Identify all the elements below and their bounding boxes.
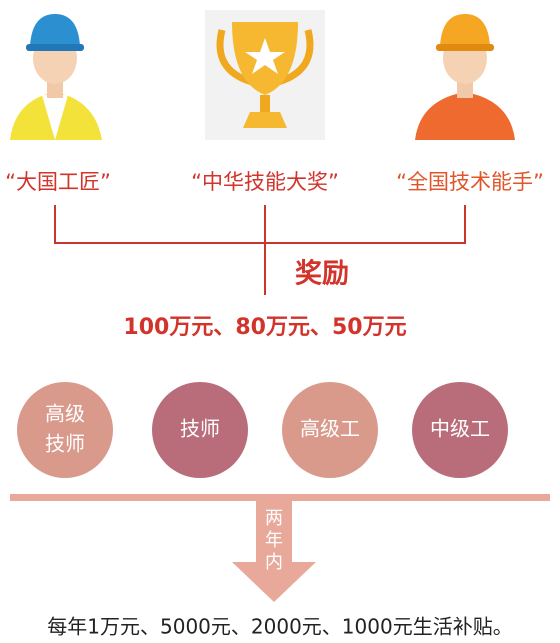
level-label: 中级工	[430, 417, 490, 441]
divider	[10, 494, 550, 501]
arrow-char: 年	[265, 530, 283, 551]
reward-title: 奖励	[295, 258, 349, 290]
worker-icon	[415, 14, 515, 140]
level-labels: 高级 技师 技师 高级工 中级工	[45, 402, 490, 456]
subsidy-text: 每年1万元、5000元、2000元、1000元生活补贴。	[47, 615, 512, 639]
bracket	[54, 205, 466, 295]
arrow-char: 两	[265, 508, 283, 529]
level-label: 高级	[45, 402, 85, 426]
down-arrow	[232, 501, 316, 602]
award-label: “全国技术能手”	[396, 170, 544, 194]
arrow-char: 内	[265, 552, 283, 573]
award-label: “大国工匠”	[5, 170, 111, 194]
level-circle	[152, 382, 248, 478]
level-label: 高级工	[300, 417, 360, 441]
arrow-text: 两 年 内	[265, 508, 283, 573]
reward-amounts: 100万元、80万元、50万元	[123, 315, 406, 340]
worker-icon	[10, 14, 102, 140]
trophy-icon	[205, 10, 325, 140]
level-circle	[412, 382, 508, 478]
level-label: 技师	[45, 432, 85, 456]
level-circle	[282, 382, 378, 478]
level-label: 技师	[180, 417, 220, 441]
award-label: “中华技能大奖”	[191, 170, 339, 194]
level-circle	[17, 382, 113, 478]
